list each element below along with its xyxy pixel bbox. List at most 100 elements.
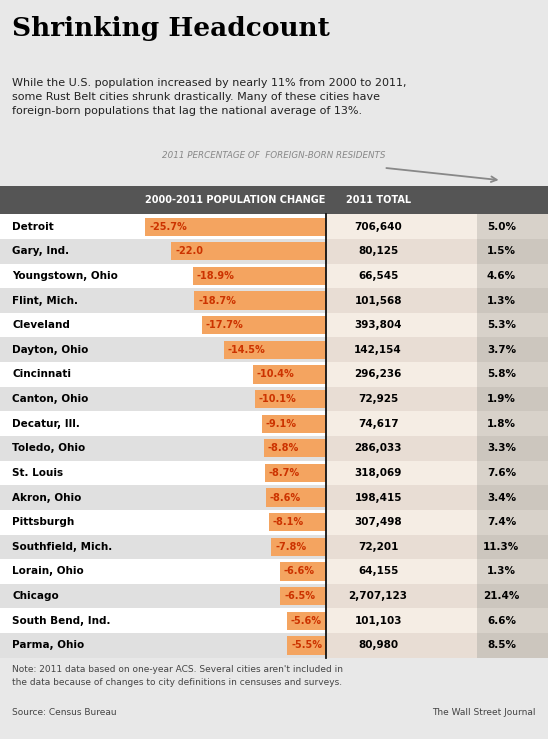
Bar bbox=[0, 362, 326, 386]
Bar bbox=[145, 217, 326, 236]
Text: 66,545: 66,545 bbox=[358, 271, 398, 281]
Bar bbox=[255, 390, 326, 408]
Text: 4.6%: 4.6% bbox=[487, 271, 516, 281]
Text: Canton, Ohio: Canton, Ohio bbox=[12, 394, 88, 404]
Bar bbox=[279, 562, 326, 581]
Bar bbox=[269, 513, 326, 531]
Text: 286,033: 286,033 bbox=[355, 443, 402, 453]
Text: 72,201: 72,201 bbox=[358, 542, 398, 552]
Bar bbox=[326, 608, 477, 633]
Bar bbox=[0, 584, 326, 608]
Bar bbox=[477, 313, 548, 338]
Text: 21.4%: 21.4% bbox=[483, 591, 520, 601]
Text: -18.9%: -18.9% bbox=[197, 271, 235, 281]
Bar bbox=[326, 264, 477, 288]
Text: -17.7%: -17.7% bbox=[206, 320, 243, 330]
Bar bbox=[326, 510, 477, 534]
Bar bbox=[281, 587, 326, 605]
Text: 393,804: 393,804 bbox=[355, 320, 402, 330]
Text: Decatur, Ill.: Decatur, Ill. bbox=[12, 419, 80, 429]
Bar bbox=[326, 460, 477, 486]
Bar bbox=[477, 362, 548, 386]
Text: 5.0%: 5.0% bbox=[487, 222, 516, 231]
Bar bbox=[0, 386, 326, 412]
Text: 2000-2011 POPULATION CHANGE: 2000-2011 POPULATION CHANGE bbox=[145, 195, 326, 205]
Text: 80,980: 80,980 bbox=[358, 641, 398, 650]
Bar bbox=[287, 612, 326, 630]
Bar bbox=[477, 633, 548, 658]
Text: -6.6%: -6.6% bbox=[283, 567, 315, 576]
Text: Flint, Mich.: Flint, Mich. bbox=[12, 296, 78, 305]
Text: -22.0: -22.0 bbox=[175, 246, 203, 256]
Text: The Wall Street Journal: The Wall Street Journal bbox=[432, 708, 536, 717]
Bar bbox=[0, 338, 326, 362]
Text: Youngstown, Ohio: Youngstown, Ohio bbox=[12, 271, 118, 281]
Text: Dayton, Ohio: Dayton, Ohio bbox=[12, 345, 88, 355]
Bar bbox=[477, 460, 548, 486]
Bar bbox=[0, 313, 326, 338]
Text: Note: 2011 data based on one-year ACS. Several cities aren't included in
the dat: Note: 2011 data based on one-year ACS. S… bbox=[12, 665, 343, 687]
Text: 142,154: 142,154 bbox=[354, 345, 402, 355]
Bar bbox=[0, 460, 326, 486]
Bar bbox=[172, 242, 326, 260]
Bar bbox=[0, 436, 326, 460]
Text: Parma, Ohio: Parma, Ohio bbox=[12, 641, 84, 650]
Bar bbox=[477, 510, 548, 534]
Bar bbox=[265, 464, 326, 482]
Text: 2011 TOTAL: 2011 TOTAL bbox=[346, 195, 410, 205]
Bar bbox=[477, 534, 548, 559]
Bar bbox=[0, 510, 326, 534]
Text: -8.6%: -8.6% bbox=[270, 493, 300, 503]
Text: 1.3%: 1.3% bbox=[487, 567, 516, 576]
Bar bbox=[326, 313, 477, 338]
Text: Cleveland: Cleveland bbox=[12, 320, 70, 330]
Bar bbox=[287, 636, 326, 655]
Bar bbox=[326, 386, 477, 412]
Bar bbox=[0, 214, 326, 239]
Text: 101,103: 101,103 bbox=[355, 616, 402, 626]
Text: 1.3%: 1.3% bbox=[487, 296, 516, 305]
Text: 706,640: 706,640 bbox=[354, 222, 402, 231]
Bar bbox=[477, 264, 548, 288]
Bar bbox=[326, 239, 477, 264]
Bar bbox=[326, 214, 477, 239]
Bar bbox=[477, 584, 548, 608]
Text: Lorain, Ohio: Lorain, Ohio bbox=[12, 567, 84, 576]
Text: -25.7%: -25.7% bbox=[149, 222, 187, 231]
Bar bbox=[224, 341, 326, 359]
Bar bbox=[477, 412, 548, 436]
Bar bbox=[326, 362, 477, 386]
Text: -18.7%: -18.7% bbox=[198, 296, 236, 305]
Text: -6.5%: -6.5% bbox=[284, 591, 315, 601]
Bar bbox=[477, 436, 548, 460]
Bar bbox=[477, 608, 548, 633]
Text: -10.4%: -10.4% bbox=[256, 370, 294, 379]
Text: Gary, Ind.: Gary, Ind. bbox=[12, 246, 69, 256]
Text: 296,236: 296,236 bbox=[355, 370, 402, 379]
Text: 1.9%: 1.9% bbox=[487, 394, 516, 404]
Text: Source: Census Bureau: Source: Census Bureau bbox=[12, 708, 117, 717]
Text: 2011 PERCENTAGE OF  FOREIGN-BORN RESIDENTS: 2011 PERCENTAGE OF FOREIGN-BORN RESIDENT… bbox=[162, 151, 386, 160]
Text: 101,568: 101,568 bbox=[355, 296, 402, 305]
Bar bbox=[477, 338, 548, 362]
Bar bbox=[326, 338, 477, 362]
Bar bbox=[0, 264, 326, 288]
Bar bbox=[0, 288, 326, 313]
Bar bbox=[264, 439, 326, 457]
Text: 7.4%: 7.4% bbox=[487, 517, 516, 527]
Bar bbox=[326, 412, 477, 436]
Bar bbox=[326, 559, 477, 584]
Text: Toledo, Ohio: Toledo, Ohio bbox=[12, 443, 85, 453]
Bar bbox=[0, 486, 326, 510]
Text: 80,125: 80,125 bbox=[358, 246, 398, 256]
Text: St. Louis: St. Louis bbox=[12, 468, 63, 478]
Bar bbox=[271, 538, 326, 556]
Text: While the U.S. population increased by nearly 11% from 2000 to 2011,
some Rust B: While the U.S. population increased by n… bbox=[12, 78, 407, 115]
Text: 307,498: 307,498 bbox=[355, 517, 402, 527]
Bar bbox=[477, 214, 548, 239]
Bar bbox=[326, 633, 477, 658]
Text: 8.5%: 8.5% bbox=[487, 641, 516, 650]
Text: 1.8%: 1.8% bbox=[487, 419, 516, 429]
Bar bbox=[477, 559, 548, 584]
Bar bbox=[477, 288, 548, 313]
